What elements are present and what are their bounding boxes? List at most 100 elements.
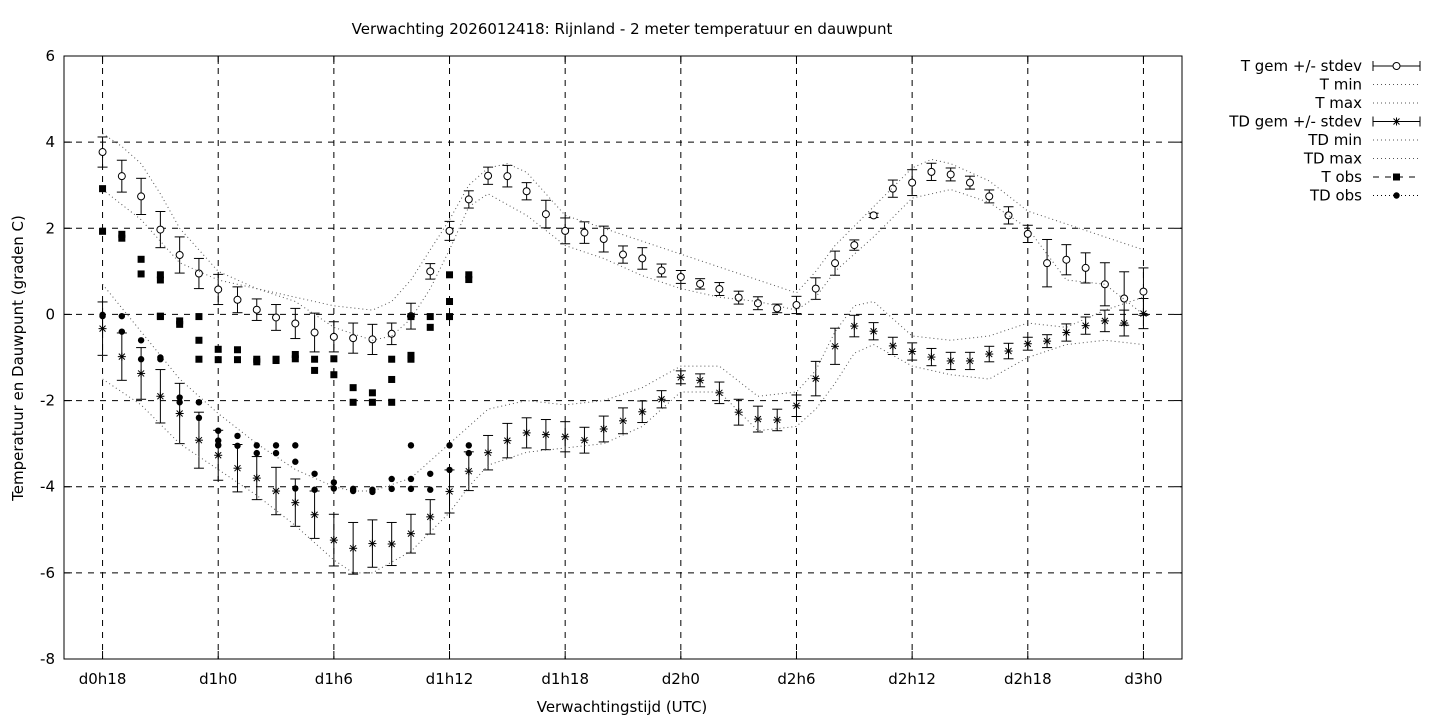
- data-point: [561, 226, 570, 235]
- data-point: [311, 470, 318, 477]
- data-point: [811, 374, 820, 383]
- data-point: [118, 312, 126, 320]
- data-point: [311, 366, 319, 374]
- data-point: [1062, 328, 1071, 337]
- grid: [64, 56, 1182, 659]
- data-point: [368, 389, 376, 397]
- data-point: [1139, 287, 1148, 296]
- data-point: [252, 474, 261, 483]
- data-point: [811, 284, 820, 293]
- series-td-obs: [99, 311, 472, 496]
- data-point: [869, 211, 878, 220]
- data-point: [214, 345, 222, 353]
- data-point: [427, 470, 434, 477]
- data-point: [215, 442, 222, 449]
- data-point: [99, 185, 107, 193]
- data-point: [484, 171, 493, 180]
- data-point: [426, 323, 434, 331]
- legend-label: TD min: [1307, 131, 1362, 149]
- data-point: [98, 148, 107, 157]
- data-point: [388, 398, 396, 406]
- x-tick-label: d2h18: [1004, 670, 1052, 688]
- legend-label: T max: [1314, 94, 1362, 112]
- data-point: [176, 320, 184, 328]
- data-point: [349, 384, 357, 392]
- data-point: [253, 358, 261, 366]
- data-point: [388, 355, 396, 363]
- data-point: [329, 536, 338, 545]
- y-tick-label: 6: [45, 47, 55, 65]
- data-point: [156, 225, 165, 234]
- x-tick-label: d0h18: [79, 670, 127, 688]
- data-point: [292, 485, 299, 492]
- data-point: [619, 416, 627, 425]
- data-point: [850, 241, 859, 250]
- data-point: [831, 342, 840, 351]
- data-point: [156, 276, 164, 284]
- data-point: [137, 356, 145, 363]
- data-point: [117, 352, 126, 361]
- data-point: [253, 442, 260, 449]
- data-point: [1120, 319, 1129, 328]
- data-point: [291, 355, 299, 363]
- data-point: [310, 510, 319, 519]
- legend-entry-td-min: TD min: [1307, 131, 1420, 149]
- data-point: [407, 485, 415, 493]
- series-line-t-max: [102, 133, 1144, 311]
- data-point: [388, 475, 395, 483]
- data-point: [1081, 263, 1090, 272]
- data-point: [407, 313, 415, 321]
- data-point: [657, 395, 666, 404]
- data-point: [175, 250, 184, 259]
- data-point: [156, 271, 164, 279]
- data-point: [946, 170, 955, 179]
- data-point: [194, 269, 203, 278]
- data-point: [446, 271, 454, 279]
- data-point: [985, 192, 994, 201]
- data-point: [272, 449, 280, 457]
- data-point: [734, 408, 743, 417]
- data-point: [850, 322, 859, 331]
- series-t-obs: [99, 185, 473, 406]
- data-point: [734, 293, 743, 302]
- data-point: [137, 192, 146, 201]
- data-point: [1100, 316, 1109, 325]
- data-point: [195, 399, 203, 406]
- data-point: [427, 486, 434, 493]
- data-point: [407, 355, 415, 363]
- data-point: [330, 479, 338, 486]
- data-point: [773, 415, 782, 424]
- data-point: [233, 356, 241, 364]
- data-point: [311, 355, 319, 363]
- data-point: [233, 464, 242, 473]
- data-point: [407, 475, 415, 483]
- legend-entry-t-gem-stdev: T gem +/- stdev: [1240, 57, 1421, 75]
- data-point: [446, 298, 454, 306]
- data-point: [580, 436, 589, 445]
- data-point: [388, 375, 396, 383]
- data-point: [98, 324, 107, 333]
- data-point: [445, 487, 454, 496]
- legend-entry-td-obs: TD obs: [1309, 187, 1420, 205]
- data-point: [446, 313, 454, 321]
- data-point: [965, 356, 974, 365]
- x-tick-label: d2h12: [888, 670, 936, 688]
- data-point: [638, 254, 647, 263]
- data-point: [908, 347, 917, 356]
- x-tick-label: d3h0: [1124, 670, 1162, 688]
- legend-entry-t-max: T max: [1314, 94, 1420, 112]
- data-point: [214, 356, 222, 364]
- series-td-gem-stdev: [97, 297, 1149, 575]
- data-point: [1062, 255, 1071, 264]
- data-point: [965, 178, 974, 187]
- data-point: [1004, 211, 1013, 220]
- data-point: [310, 328, 319, 337]
- x-tick-label: d1h18: [541, 670, 589, 688]
- data-point: [676, 373, 685, 382]
- data-point: [465, 276, 473, 284]
- data-point: [137, 255, 145, 263]
- data-point: [195, 313, 203, 321]
- data-point: [426, 512, 435, 521]
- y-tick-label: 0: [45, 305, 55, 323]
- data-point: [888, 341, 897, 350]
